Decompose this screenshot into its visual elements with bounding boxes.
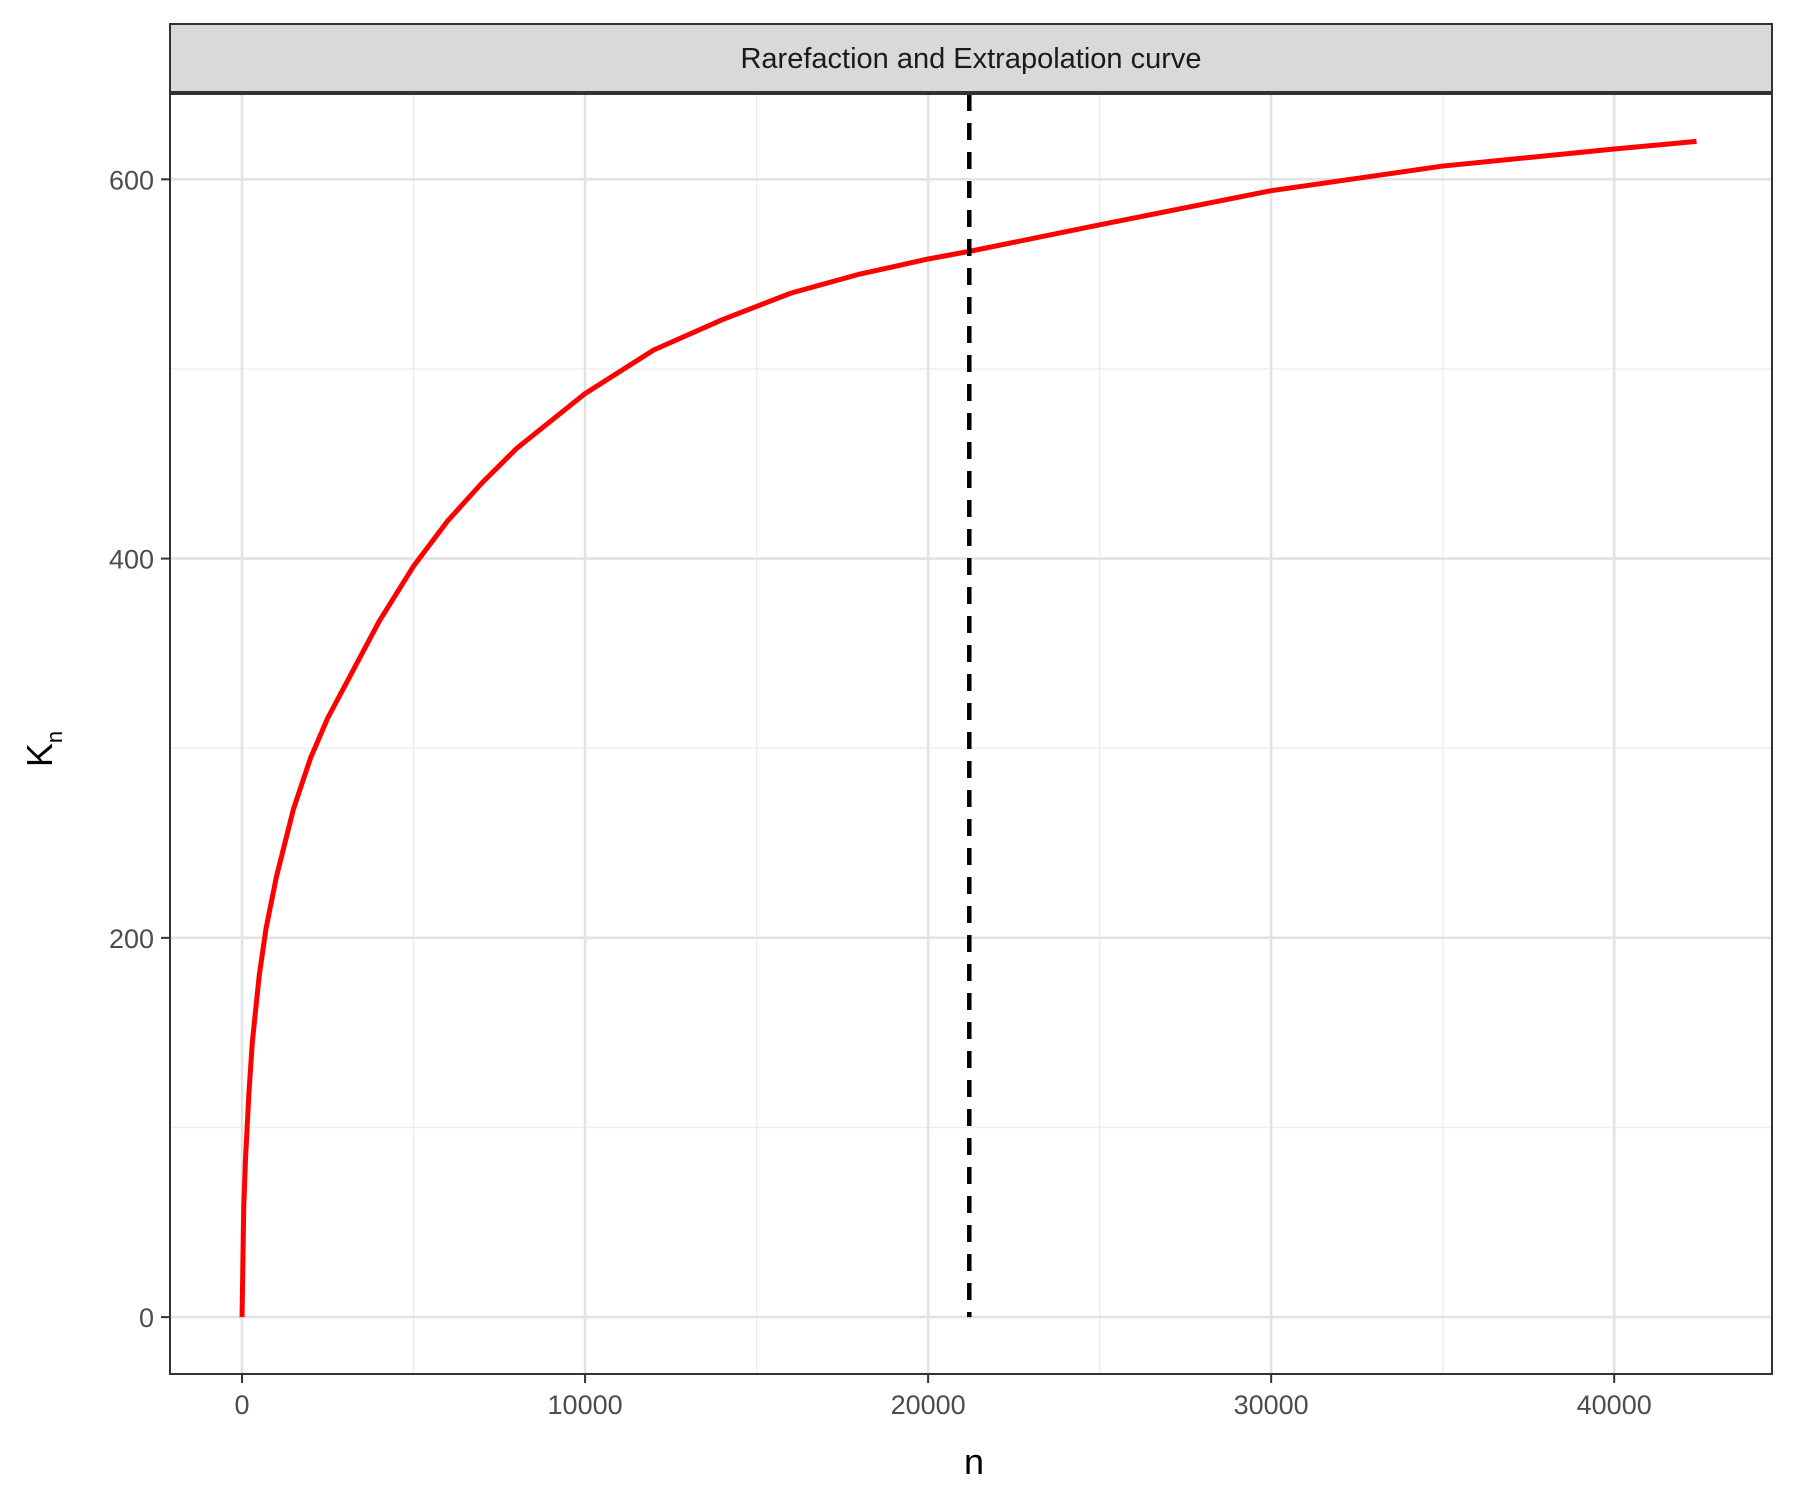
x-tick-label: 30000 (1234, 1390, 1309, 1420)
y-tick-label: 600 (109, 165, 154, 195)
x-tick-label: 0 (235, 1390, 250, 1420)
y-tick-label: 400 (109, 545, 154, 575)
x-axis-title: n (964, 1441, 984, 1482)
svg-text:Kn: Kn (19, 731, 67, 767)
y-tick-label: 200 (109, 924, 154, 954)
facet-strip-title: Rarefaction and Extrapolation curve (740, 43, 1201, 75)
x-tick-label: 20000 (891, 1390, 966, 1420)
y-axis-title-subscript: n (42, 731, 67, 743)
y-axis-title-main: K (19, 743, 60, 767)
y-tick-label: 0 (139, 1303, 154, 1333)
series-line (239, 138, 1697, 1318)
facet-strip: Rarefaction and Extrapolation curve (169, 23, 1773, 93)
axis-layer: 0 10000 20000 30000 40000 0 200 400 600 (109, 165, 1652, 1420)
x-tick-label: 40000 (1577, 1390, 1652, 1420)
line-layer (239, 94, 1697, 1318)
x-tick-label: 10000 (548, 1390, 623, 1420)
frame-layer (169, 93, 1773, 1375)
y-axis-title: Kn (19, 731, 67, 767)
facet-strip-background (169, 23, 1773, 93)
panel-border (169, 93, 1773, 1375)
